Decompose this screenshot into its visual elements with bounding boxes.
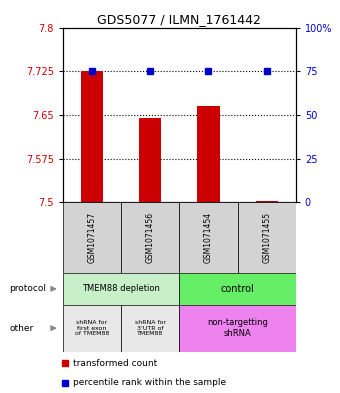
- Text: GSM1071457: GSM1071457: [87, 212, 97, 263]
- Text: percentile rank within the sample: percentile rank within the sample: [73, 378, 226, 387]
- Text: GSM1071455: GSM1071455: [262, 212, 271, 263]
- Text: GSM1071454: GSM1071454: [204, 212, 213, 263]
- Text: protocol: protocol: [10, 285, 47, 293]
- Bar: [180, 202, 238, 273]
- Bar: [63, 202, 121, 273]
- Bar: [238, 202, 296, 273]
- Bar: [180, 305, 296, 352]
- Text: non-targetting
shRNA: non-targetting shRNA: [207, 318, 268, 338]
- Title: GDS5077 / ILMN_1761442: GDS5077 / ILMN_1761442: [98, 13, 261, 26]
- Text: shRNA for
first exon
of TMEM88: shRNA for first exon of TMEM88: [75, 320, 109, 336]
- Bar: [63, 273, 180, 305]
- Text: TMEM88 depletion: TMEM88 depletion: [82, 285, 160, 293]
- Bar: [198, 106, 220, 202]
- Bar: [63, 305, 121, 352]
- Bar: [139, 118, 161, 202]
- Text: shRNA for
3'UTR of
TMEM88: shRNA for 3'UTR of TMEM88: [135, 320, 166, 336]
- Bar: [180, 273, 296, 305]
- Text: transformed count: transformed count: [73, 359, 157, 368]
- Bar: [256, 201, 278, 202]
- Text: other: other: [10, 324, 34, 332]
- Bar: [81, 71, 103, 202]
- Text: GSM1071456: GSM1071456: [146, 212, 155, 263]
- Bar: [121, 202, 180, 273]
- Text: control: control: [221, 284, 254, 294]
- Bar: [121, 305, 180, 352]
